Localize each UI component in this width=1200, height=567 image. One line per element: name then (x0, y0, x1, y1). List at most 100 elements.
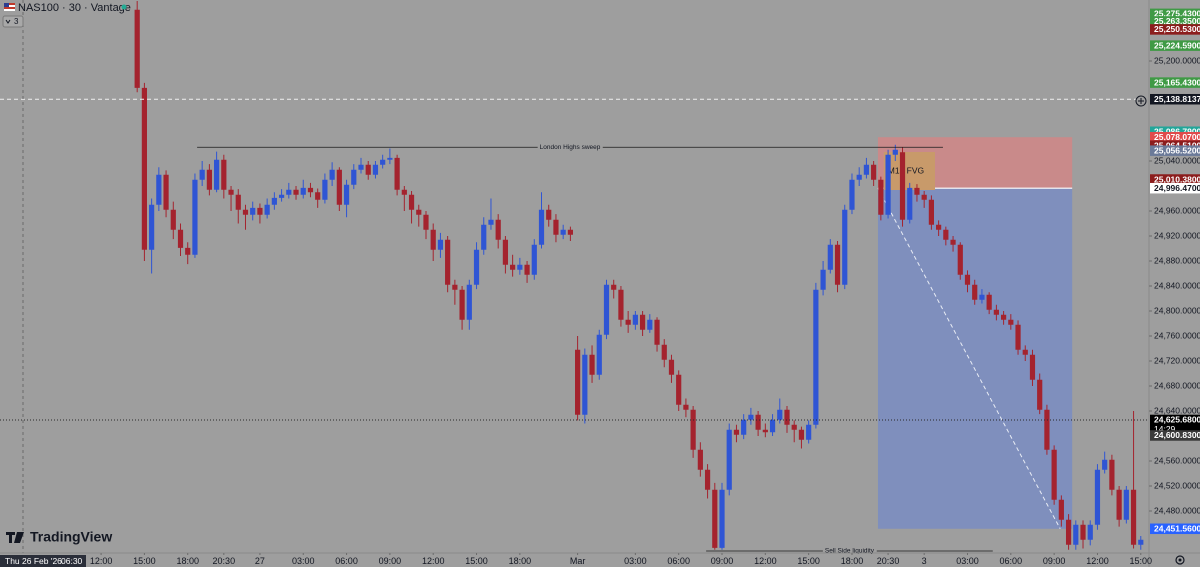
x-tick-label: 12:00 (90, 556, 113, 566)
candle (488, 198, 494, 230)
price-tag (1150, 40, 1200, 51)
candle-body (170, 209, 176, 230)
candle (748, 407, 754, 425)
candle (149, 198, 155, 274)
flag-stripe (4, 3, 15, 5)
candle (293, 186, 299, 200)
candle-body (871, 164, 877, 180)
candle (712, 482, 718, 550)
price-tag-label: 24,600.8300 (1154, 430, 1200, 440)
plot-area: M15 FVG London Highs sweep Sell Side liqui… (0, 0, 1148, 555)
y-tick-label: 24,840.0000 (1154, 280, 1200, 290)
candle-body (387, 157, 393, 160)
candle (524, 261, 530, 283)
candle-body (286, 189, 292, 195)
candle-body (625, 319, 631, 325)
candle (192, 173, 198, 258)
candle (1044, 404, 1050, 455)
candle (755, 411, 761, 436)
candle-body (791, 424, 797, 430)
candle (986, 292, 992, 315)
price-tag (1150, 77, 1200, 88)
y-tick-label: 24,800.0000 (1154, 305, 1200, 315)
candle-body (603, 284, 610, 335)
candle (156, 167, 162, 211)
price-tag (1150, 126, 1200, 138)
candle (567, 226, 573, 241)
x-tick-label: 18:00 (509, 556, 532, 566)
candle-body (748, 414, 754, 420)
candle (437, 232, 444, 258)
candle (206, 164, 212, 196)
candle (943, 226, 949, 246)
candle (430, 223, 436, 261)
candle-body (928, 199, 934, 225)
x-tick-label: 06:00 (1000, 556, 1023, 566)
candle (372, 161, 379, 179)
candle (177, 223, 184, 256)
candle (639, 311, 646, 336)
candle (834, 241, 841, 293)
candle-body (149, 204, 155, 250)
candle-body (517, 264, 523, 270)
candle-body (445, 239, 451, 285)
candle-body (921, 194, 927, 200)
brand-name: TradingView (30, 529, 112, 545)
candle-body (676, 374, 682, 405)
candle-body (408, 194, 415, 210)
candle (1029, 349, 1036, 386)
candle (928, 195, 934, 230)
logo-icon (6, 532, 24, 543)
candle-body (719, 489, 725, 548)
y-tick-label: 24,920.0000 (1154, 230, 1200, 240)
candle-body (1058, 499, 1064, 520)
candle (466, 279, 472, 330)
candle-body (632, 314, 638, 325)
candle-body (336, 169, 342, 205)
candle (784, 406, 790, 433)
indicator-toggle[interactable]: 3 (2, 15, 24, 28)
candle (950, 236, 956, 252)
x-tick-label: 03:00 (956, 556, 979, 566)
price-countdown: 14:29 (1154, 424, 1176, 434)
candle-body (762, 429, 768, 433)
candle (278, 189, 285, 202)
price-tag (1150, 93, 1200, 105)
candle-body (589, 354, 595, 375)
price-tag-label: 25,086.7900 (1154, 127, 1200, 137)
candle-body (221, 159, 227, 190)
candle-body (582, 354, 588, 415)
candle (1123, 486, 1129, 524)
candle-body (134, 9, 140, 88)
candle (401, 186, 407, 211)
candle (1051, 445, 1057, 505)
candle-body (524, 264, 530, 275)
candle-body (668, 359, 675, 375)
settings-button[interactable] (1175, 555, 1185, 565)
x-tick-label: 09:00 (1043, 556, 1066, 566)
candle (618, 286, 624, 327)
crosshair-plus[interactable] (1135, 95, 1147, 107)
candle-body (502, 239, 509, 265)
price-tag-label: 25,078.0700 (1154, 132, 1200, 142)
candle (878, 176, 884, 221)
target-zone (877, 188, 1073, 529)
candle (1116, 486, 1122, 527)
candle-body (307, 187, 314, 193)
symbol-header[interactable]: NAS100 · 30 · Vantage (4, 2, 131, 14)
candle (1000, 311, 1007, 325)
candle-body (546, 209, 552, 220)
candle (647, 314, 653, 333)
candle-body (199, 169, 205, 180)
trade-path (877, 187, 1061, 530)
candle (214, 151, 220, 193)
x-tick-label: 15:00 (797, 556, 820, 566)
price-tag (1150, 145, 1200, 156)
candle-body (141, 87, 148, 250)
candle-body (596, 334, 602, 375)
candle (827, 239, 833, 274)
x-tick-label: 03:00 (624, 556, 647, 566)
candle-body (394, 157, 400, 190)
candle (315, 188, 321, 208)
